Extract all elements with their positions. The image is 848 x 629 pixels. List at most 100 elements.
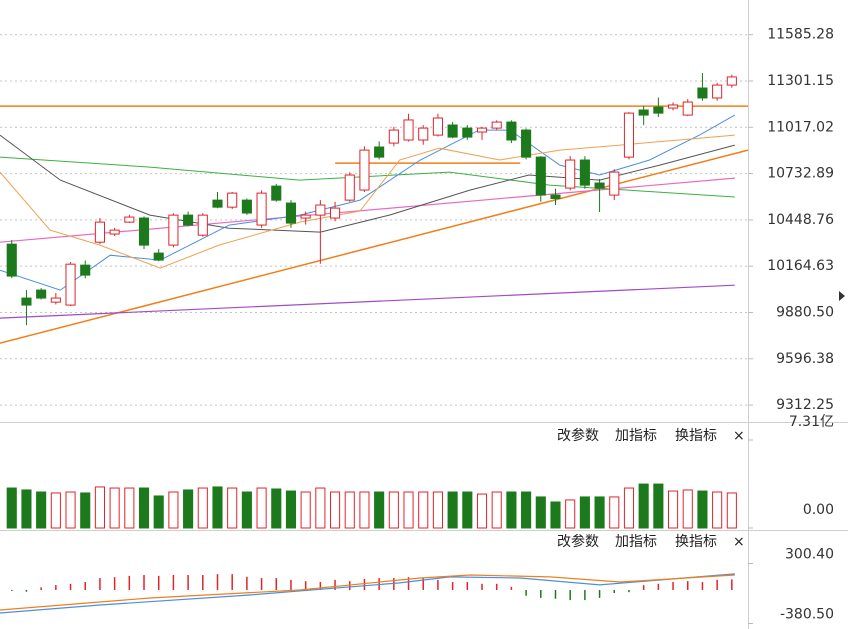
volume-bar (476, 493, 488, 529)
candle-body (94, 221, 105, 243)
candle-body (359, 149, 370, 191)
volume-bar (359, 491, 370, 529)
volume-bar (653, 483, 664, 529)
candle-body (271, 185, 282, 201)
y-tick-label: 9880.50 (776, 304, 834, 320)
volume-bar (227, 487, 238, 529)
volume-bar (726, 492, 737, 529)
candle-body (432, 117, 443, 136)
line-series (0, 134, 735, 233)
volume-bar (315, 487, 326, 529)
candle-body (565, 159, 576, 189)
candle-body (124, 216, 135, 223)
candle-body (138, 217, 150, 246)
volume-bar (285, 490, 297, 529)
volume-bar (682, 489, 693, 529)
volume-bar (418, 491, 429, 529)
candle-body (476, 127, 488, 133)
volume-bar (21, 489, 32, 529)
candle-body (241, 199, 252, 214)
y-tick-label: -380.50 (780, 607, 834, 623)
candle-body (197, 214, 208, 236)
volume-bar (36, 491, 47, 529)
candle-body (638, 109, 649, 116)
volume-bar (94, 486, 105, 529)
candle-body (109, 229, 120, 235)
volume-bar (712, 491, 723, 529)
y-tick-label: 300.40 (785, 547, 834, 563)
volume-bar (374, 491, 385, 529)
volume-bar (344, 491, 355, 529)
line-series (0, 573, 735, 614)
volume-bar (447, 491, 458, 529)
menu-button[interactable]: 加指标 (615, 428, 657, 444)
volume-bar (80, 492, 91, 529)
candle-body (491, 121, 502, 129)
menu-button[interactable]: 改参数 (557, 427, 599, 444)
candle-body (300, 214, 311, 219)
volume-bar (197, 487, 208, 529)
y-tick-label: 0.00 (803, 502, 834, 518)
candle-body (521, 129, 532, 158)
volume-bar (271, 488, 282, 529)
menu-button[interactable]: 加指标 (615, 534, 657, 550)
y-tick-label: 11301.15 (767, 73, 834, 89)
candle-body (315, 204, 326, 216)
menu-button[interactable]: 改参数 (557, 533, 599, 550)
candle-body (227, 192, 238, 208)
volume-bar (594, 496, 605, 529)
candle-body (697, 87, 708, 99)
line-series (0, 114, 736, 291)
candle-body (256, 192, 267, 226)
candle-body (682, 101, 693, 116)
candle-body (80, 264, 91, 276)
menu-button[interactable]: × (733, 428, 745, 444)
candle-body (506, 121, 517, 141)
candle-body (50, 297, 61, 303)
candle-body (212, 199, 223, 208)
volume-bar (550, 501, 561, 529)
y-tick-label: 10448.76 (767, 212, 834, 228)
volume-bar (330, 491, 341, 529)
candle-body (403, 119, 414, 141)
y-tick-label: 10732.89 (767, 166, 834, 182)
candle-body (330, 207, 341, 219)
volume-bar (579, 496, 590, 529)
candle-body (344, 174, 355, 201)
volume-bar (138, 487, 150, 529)
volume-bar (109, 487, 120, 529)
menu-button[interactable]: 换指标 (675, 427, 717, 444)
volume-bar (241, 491, 252, 529)
volume-bar (638, 483, 649, 529)
candle-body (726, 76, 737, 86)
candle-body (388, 129, 399, 144)
volume-bar (168, 491, 179, 529)
y-tick-label: 11585.28 (767, 27, 834, 43)
scroll-arrow[interactable] (839, 291, 845, 301)
candle-body (36, 289, 47, 299)
volume-bar (403, 491, 414, 529)
candle-body (712, 84, 723, 99)
volume-bar (256, 487, 267, 529)
line-series (0, 156, 735, 198)
volume-bar (124, 487, 135, 529)
volume-bar (506, 491, 517, 529)
candle-body (153, 252, 164, 261)
volume-bar (65, 491, 76, 529)
volume-bar (300, 491, 311, 529)
menu-button[interactable]: × (733, 534, 745, 550)
menu-button[interactable]: 换指标 (675, 533, 717, 550)
volume-bar (183, 489, 194, 529)
candle-body (667, 104, 679, 109)
volume-bar (565, 499, 576, 529)
y-tick-label: 7.31亿 (789, 414, 834, 430)
line-series (0, 574, 735, 611)
candle-body (374, 146, 385, 158)
candle-body (550, 194, 561, 200)
candle-body (418, 127, 429, 141)
volume-bar (388, 491, 399, 529)
volume-bar (153, 495, 164, 529)
volume-bar (697, 490, 708, 529)
volume-bar (432, 491, 443, 529)
